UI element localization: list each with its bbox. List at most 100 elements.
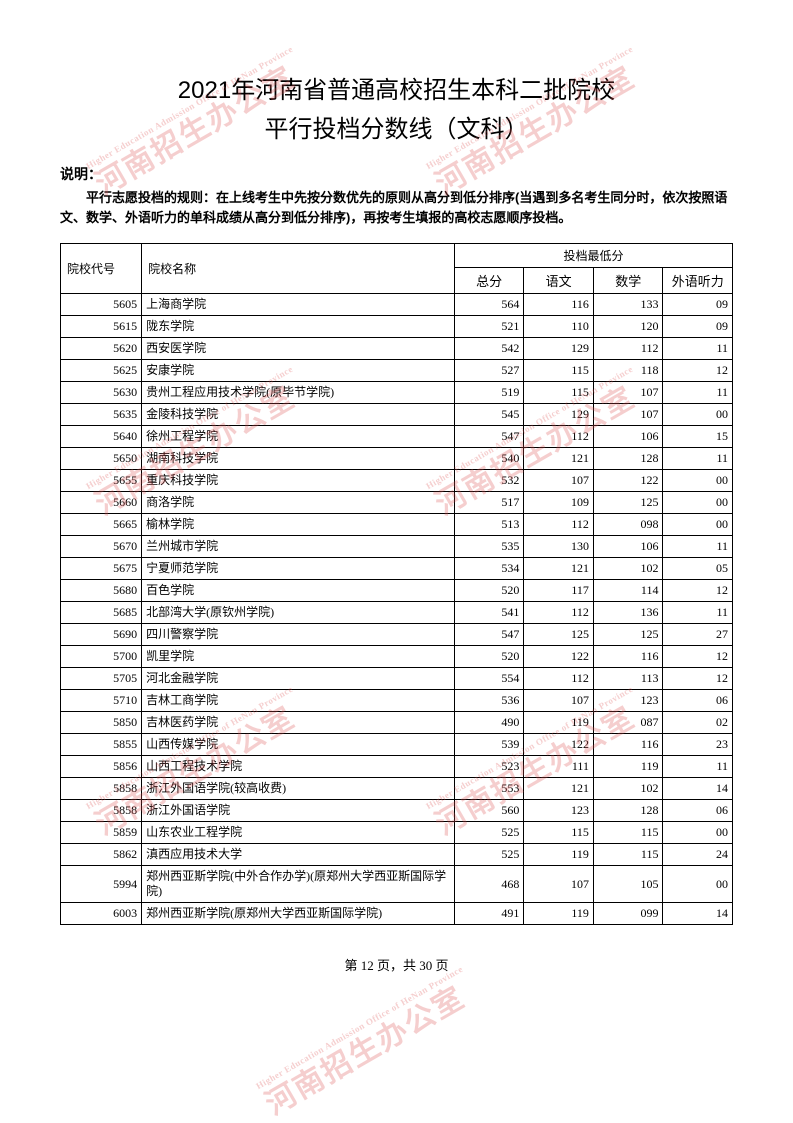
- cell: 5620: [61, 338, 142, 360]
- cell: 115: [593, 822, 663, 844]
- cell: 浙江外国语学院(较高收费): [142, 778, 455, 800]
- table-row: 5690四川警察学院54712512527: [61, 624, 733, 646]
- table-row: 5710吉林工商学院53610712306: [61, 690, 733, 712]
- col-listening-header: 外语听力: [663, 268, 733, 294]
- cell: 安康学院: [142, 360, 455, 382]
- cell: 547: [454, 426, 524, 448]
- explain-body: 平行志愿投档的规则：在上线考生中先按分数优先的原则从高分到低分排序(当遇到多名考…: [60, 188, 733, 227]
- cell: 527: [454, 360, 524, 382]
- cell: 15: [663, 426, 733, 448]
- cell: 5690: [61, 624, 142, 646]
- cell: 滇西应用技术大学: [142, 844, 455, 866]
- cell: 27: [663, 624, 733, 646]
- cell: 山东农业工程学院: [142, 822, 455, 844]
- table-row: 5630贵州工程应用技术学院(原毕节学院)51911510711: [61, 382, 733, 404]
- cell: 119: [524, 844, 594, 866]
- cell: 12: [663, 668, 733, 690]
- cell: 125: [524, 624, 594, 646]
- cell: 郑州西亚斯学院(中外合作办学)(原郑州大学西亚斯国际学院): [142, 866, 455, 903]
- cell: 106: [593, 426, 663, 448]
- cell: 5635: [61, 404, 142, 426]
- table-row: 5850吉林医药学院49011908702: [61, 712, 733, 734]
- cell: 119: [524, 903, 594, 925]
- col-group-header: 投档最低分: [454, 244, 732, 268]
- cell: 099: [593, 903, 663, 925]
- cell: 540: [454, 448, 524, 470]
- cell: 105: [593, 866, 663, 903]
- cell: 09: [663, 294, 733, 316]
- explain-label: 说明：: [60, 164, 733, 184]
- table-row: 5620西安医学院54212911211: [61, 338, 733, 360]
- cell: 087: [593, 712, 663, 734]
- cell: 12: [663, 646, 733, 668]
- table-body: 5605上海商学院564116133095615陇东学院521110120095…: [61, 294, 733, 925]
- cell: 河北金融学院: [142, 668, 455, 690]
- cell: 123: [593, 690, 663, 712]
- cell: 129: [524, 404, 594, 426]
- cell: 11: [663, 382, 733, 404]
- cell: 122: [524, 646, 594, 668]
- table-row: 5705河北金融学院55411211312: [61, 668, 733, 690]
- cell: 491: [454, 903, 524, 925]
- cell: 115: [524, 360, 594, 382]
- table-row: 5660商洛学院51710912500: [61, 492, 733, 514]
- watermark-main: 河南招生办公室: [260, 973, 483, 1123]
- cell: 118: [593, 360, 663, 382]
- cell: 122: [593, 470, 663, 492]
- cell: 5640: [61, 426, 142, 448]
- cell: 113: [593, 668, 663, 690]
- cell: 121: [524, 778, 594, 800]
- cell: 山西工程技术学院: [142, 756, 455, 778]
- cell: 吉林医药学院: [142, 712, 455, 734]
- cell: 115: [593, 844, 663, 866]
- cell: 547: [454, 624, 524, 646]
- table-row: 5862滇西应用技术大学52511911524: [61, 844, 733, 866]
- cell: 129: [524, 338, 594, 360]
- table-row: 5605上海商学院56411613309: [61, 294, 733, 316]
- cell: 11: [663, 536, 733, 558]
- cell: 119: [524, 712, 594, 734]
- cell: 123: [524, 800, 594, 822]
- cell: 浙江外国语学院: [142, 800, 455, 822]
- cell: 00: [663, 822, 733, 844]
- cell: 107: [593, 404, 663, 426]
- cell: 兰州城市学院: [142, 536, 455, 558]
- cell: 6003: [61, 903, 142, 925]
- cell: 115: [524, 822, 594, 844]
- cell: 116: [524, 294, 594, 316]
- col-total-header: 总分: [454, 268, 524, 294]
- page: 2021年河南省普通高校招生本科二批院校 平行投档分数线（文科） 说明： 平行志…: [0, 0, 793, 1122]
- table-row: 5858浙江外国语学院(较高收费)55312110214: [61, 778, 733, 800]
- cell: 四川警察学院: [142, 624, 455, 646]
- cell: 徐州工程学院: [142, 426, 455, 448]
- cell: 5660: [61, 492, 142, 514]
- cell: 5862: [61, 844, 142, 866]
- cell: 136: [593, 602, 663, 624]
- cell: 00: [663, 514, 733, 536]
- cell: 11: [663, 602, 733, 624]
- table-row: 5680百色学院52011711412: [61, 580, 733, 602]
- cell: 5994: [61, 866, 142, 903]
- cell: 121: [524, 448, 594, 470]
- cell: 107: [524, 470, 594, 492]
- cell: 112: [524, 602, 594, 624]
- page-title-line1: 2021年河南省普通高校招生本科二批院校: [60, 70, 733, 105]
- cell: 12: [663, 580, 733, 602]
- cell: 5705: [61, 668, 142, 690]
- table-row: 5615陇东学院52111012009: [61, 316, 733, 338]
- cell: 116: [593, 734, 663, 756]
- cell: 110: [524, 316, 594, 338]
- cell: 117: [524, 580, 594, 602]
- cell: 00: [663, 492, 733, 514]
- cell: 11: [663, 448, 733, 470]
- watermark-sub: Higher Education Admission Office of HeN…: [424, 44, 635, 172]
- cell: 09: [663, 316, 733, 338]
- cell: 098: [593, 514, 663, 536]
- cell: 115: [524, 382, 594, 404]
- cell: 125: [593, 492, 663, 514]
- cell: 535: [454, 536, 524, 558]
- cell: 00: [663, 404, 733, 426]
- table-row: 5858浙江外国语学院56012312806: [61, 800, 733, 822]
- table-row: 5635金陵科技学院54512910700: [61, 404, 733, 426]
- header-row-1: 院校代号 院校名称 投档最低分: [61, 244, 733, 268]
